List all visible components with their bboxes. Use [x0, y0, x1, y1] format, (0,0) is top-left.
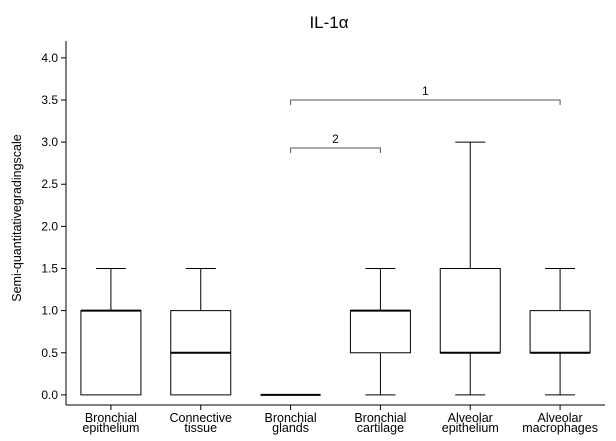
iqr-box	[349, 310, 411, 354]
x-category-label: tissue	[184, 421, 217, 435]
x-category-label: Connective	[169, 411, 232, 425]
x-category-label: Alveolar	[537, 411, 582, 425]
iqr-box	[439, 268, 501, 354]
significance-label: 1	[422, 84, 429, 98]
y-tick-label: 3.5	[41, 93, 58, 107]
iqr-box	[80, 310, 142, 396]
x-category-label: cartilage	[357, 421, 404, 435]
x-category-label: macrophages	[522, 421, 598, 435]
x-category-label: glands	[272, 421, 309, 435]
y-tick-label: 2.5	[41, 177, 58, 191]
y-tick-label: 1.0	[41, 304, 58, 318]
y-tick-label: 2.0	[41, 219, 58, 233]
x-category-label: epithelium	[442, 421, 499, 435]
x-category-label: Alveolar	[448, 411, 493, 425]
significance-bracket	[290, 99, 561, 105]
plot-area: 0.00.51.01.52.02.53.03.54.0Bronchialepit…	[41, 41, 605, 435]
chart-title: IL-1α	[309, 13, 348, 32]
y-tick-label: 0.5	[41, 346, 58, 360]
y-tick-label: 3.0	[41, 135, 58, 149]
y-tick-label: 4.0	[41, 51, 58, 65]
x-category-label: Bronchial	[265, 411, 317, 425]
y-tick-label: 1.5	[41, 262, 58, 276]
x-category-label: epithelium	[82, 421, 139, 435]
iqr-box	[529, 310, 591, 354]
y-tick-label: 0.0	[41, 388, 58, 402]
x-category-label: Bronchial	[85, 411, 137, 425]
y-axis-label: Semi-quantitativegradingscale	[10, 134, 24, 302]
significance-bracket	[290, 147, 381, 154]
x-category-label: Bronchial	[354, 411, 406, 425]
significance-label: 2	[332, 132, 339, 146]
